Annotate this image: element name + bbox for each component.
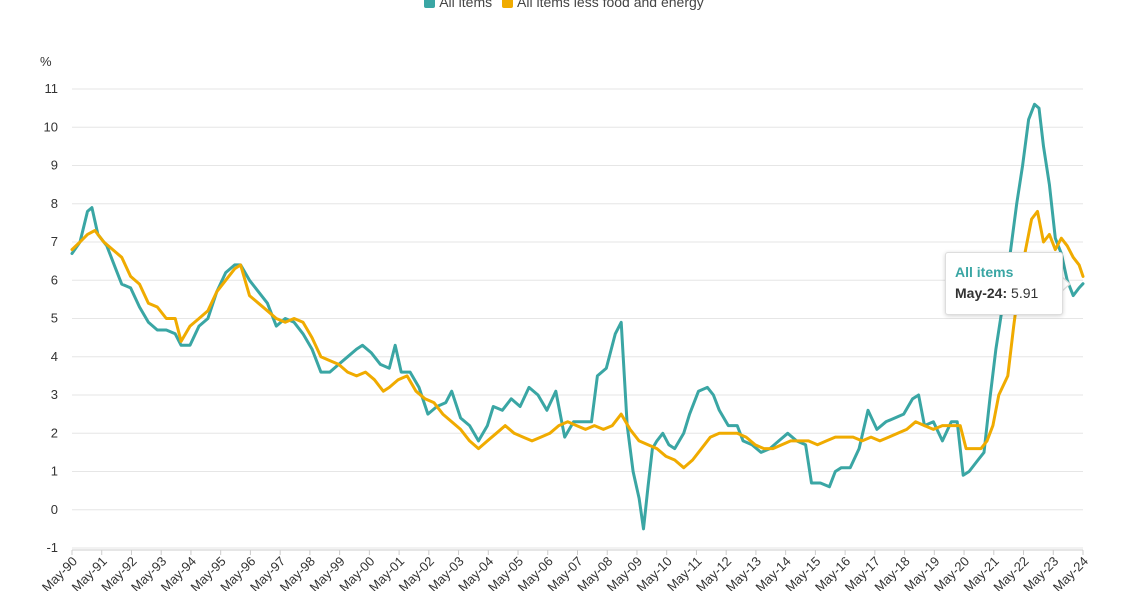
tooltip-value: 5.91 (1011, 285, 1039, 301)
series-line-all-items[interactable] (70, 102, 1085, 531)
legend-label-core: All items less food and energy (517, 0, 704, 10)
y-tick-label: -1 (46, 540, 58, 555)
tooltip-date: May-24: (955, 285, 1008, 301)
series-lines (70, 102, 1085, 531)
y-tick-label: 10 (44, 119, 58, 134)
legend-item-all-items[interactable]: All items (424, 0, 492, 10)
y-tick-label: 11 (45, 81, 59, 96)
tooltip-arrow-inner (1061, 277, 1069, 291)
y-tick-label: 1 (51, 464, 58, 479)
x-axis-ticks: May-90May-91May-92May-93May-94May-95May-… (39, 550, 1091, 591)
y-tick-label: 7 (51, 234, 58, 249)
y-axis-label: % (40, 54, 52, 69)
tooltip: All items May-24: 5.91 (945, 252, 1063, 315)
y-tick-label: 6 (51, 272, 58, 287)
y-tick-label: 9 (51, 158, 58, 173)
chart-legend: All items All items less food and energy (0, 0, 1128, 11)
gridlines (72, 88, 1083, 551)
legend-swatch-all-items (424, 0, 436, 8)
series-line-core[interactable] (70, 209, 1085, 470)
tooltip-value-row: May-24: 5.91 (955, 283, 1062, 304)
y-tick-label: 8 (51, 196, 58, 211)
legend-swatch-core (502, 0, 514, 8)
y-tick-label: 5 (51, 311, 58, 326)
y-axis-ticks: -1 0 1 2 3 4 5 6 7 8 9 10 11 (44, 81, 58, 555)
legend-label-all-items: All items (439, 0, 493, 10)
y-tick-label: 0 (51, 502, 58, 517)
y-tick-label: 2 (51, 425, 58, 440)
tooltip-series-name: All items (955, 264, 1014, 280)
y-tick-label: 3 (51, 387, 58, 402)
y-tick-label: 4 (51, 349, 58, 364)
legend-item-core[interactable]: All items less food and energy (502, 0, 704, 10)
